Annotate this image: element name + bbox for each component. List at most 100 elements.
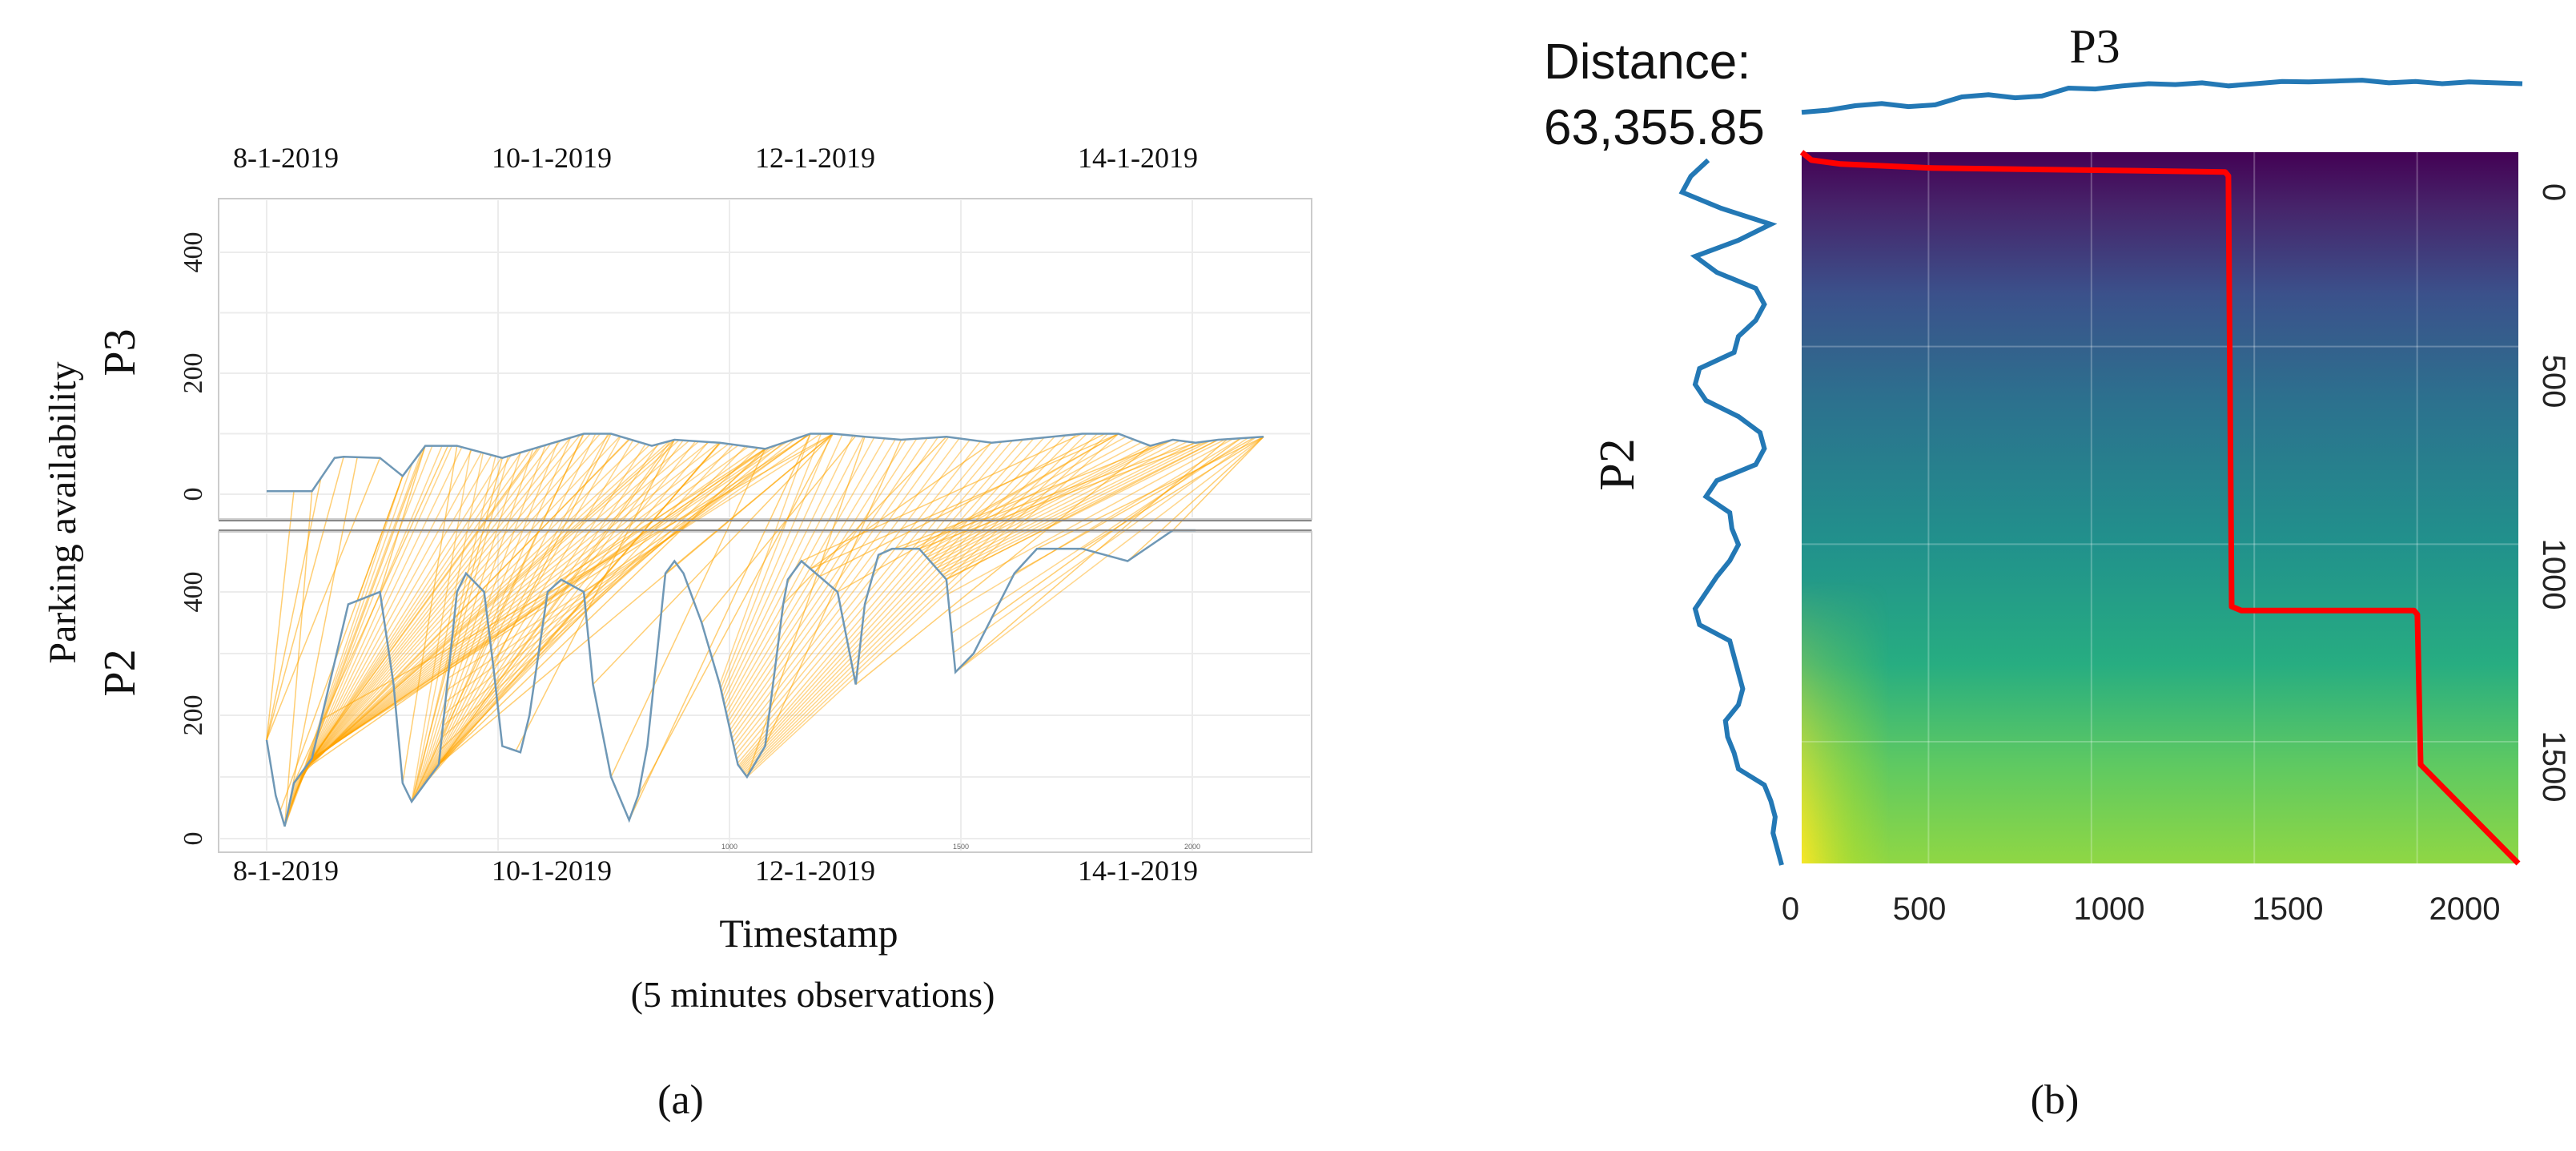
- warp-line: [741, 436, 1055, 770]
- warp-line: [310, 447, 769, 761]
- warp-line: [924, 441, 1142, 556]
- warp-line: [949, 437, 1241, 614]
- warp-line: [938, 442, 1196, 571]
- warp-line: [447, 433, 834, 679]
- top-date-tick: 14-1-2019: [1078, 142, 1198, 174]
- warp-line: [515, 439, 675, 751]
- warp-line: [311, 441, 789, 759]
- x-tick-label: 2000: [2429, 891, 2501, 927]
- distance-label: Distance:: [1544, 34, 1750, 90]
- y-tick-label: 400: [179, 232, 208, 273]
- warp-line: [291, 454, 512, 791]
- warp-line: [733, 439, 971, 747]
- warp-line: [1172, 436, 1264, 531]
- warp-line: [287, 445, 453, 811]
- cost-matrix-heatmap: [1802, 152, 2518, 863]
- warp-line: [293, 446, 540, 784]
- x-axis-sublabel: (5 minutes observations): [631, 974, 995, 1015]
- x-axis-label: Timestamp: [719, 911, 898, 956]
- y-tick-label: 0: [2536, 183, 2571, 201]
- warp-line: [440, 447, 759, 751]
- warp-line: [266, 457, 344, 740]
- warp-line: [299, 436, 621, 775]
- warp-line: [379, 445, 426, 593]
- x-tick-label: 1000: [2074, 891, 2145, 927]
- y-tick-label: 200: [179, 353, 208, 394]
- warp-line: [438, 445, 746, 763]
- warp-line: [720, 433, 822, 689]
- warp-line: [427, 440, 634, 780]
- warp-line: [934, 440, 1180, 567]
- warp-line: [637, 433, 834, 796]
- warp-line: [492, 433, 612, 666]
- warp-line: [297, 433, 591, 779]
- bottom-date-ticks: 8-1-2019 10-1-2019 12-1-2019 14-1-2019: [233, 855, 1198, 887]
- panel-a: 8-1-2019 10-1-2019 12-1-2019 14-1-2019 0…: [42, 142, 1312, 1123]
- p2-plot-frame: [218, 531, 1312, 853]
- warp-line: [721, 433, 833, 694]
- warp-line: [296, 434, 581, 779]
- warp-line: [901, 442, 1196, 549]
- warp-line: [290, 454, 492, 797]
- warp-line: [722, 435, 854, 702]
- warp-line: [411, 433, 585, 803]
- warp-line: [288, 446, 463, 807]
- warp-line: [928, 443, 1157, 561]
- warp-line: [415, 456, 509, 797]
- warp-line: [411, 457, 504, 802]
- warp-line: [431, 440, 672, 775]
- y-tick-label: 0: [179, 488, 208, 501]
- warp-line: [301, 445, 650, 773]
- heatmap-base: [1802, 152, 2518, 863]
- top-date-tick: 10-1-2019: [492, 142, 612, 174]
- bottom-date-tick: 10-1-2019: [492, 855, 612, 887]
- warp-line: [424, 433, 597, 785]
- warp-line: [402, 445, 458, 783]
- warp-line: [728, 438, 918, 726]
- p3-plot-frame: [218, 198, 1312, 520]
- warp-line: [746, 433, 1119, 778]
- warp-line: [289, 449, 472, 803]
- y-tick-label: 0: [179, 832, 208, 846]
- warp-line: [742, 433, 1077, 773]
- heatmap-gridlines: [1802, 152, 2518, 863]
- warp-line: [736, 441, 1003, 760]
- warp-line: [417, 449, 534, 794]
- warp-line: [1127, 436, 1264, 562]
- warp-line: [731, 437, 950, 739]
- warp-line: [308, 445, 749, 763]
- warp-line: [734, 441, 981, 751]
- warp-line: [309, 447, 759, 763]
- warp-line: [810, 433, 1119, 569]
- warp-line: [942, 440, 1211, 576]
- warp-line: [819, 433, 1106, 578]
- warp-line: [737, 439, 1024, 767]
- warp-line: [418, 445, 547, 792]
- warp-line: [561, 448, 766, 581]
- warp-line: [741, 435, 1067, 771]
- warp-line: [947, 438, 1234, 595]
- warp-line: [738, 438, 1035, 767]
- warp-line: [298, 433, 601, 777]
- warp-line: [810, 442, 992, 569]
- warp-line: [266, 457, 381, 741]
- top-date-tick: 8-1-2019: [233, 142, 339, 174]
- warping-path: [1799, 150, 2521, 866]
- warp-line: [1014, 437, 1256, 574]
- p3-gridlines: [220, 200, 1310, 517]
- y-tick-labels: 0 0 200 200 400 400: [179, 232, 208, 846]
- warp-line: [932, 439, 1172, 565]
- series-label-p2: P2: [95, 649, 145, 696]
- warp-line: [305, 441, 700, 768]
- panel-label-a: (a): [657, 1077, 704, 1123]
- warp-line: [356, 476, 404, 602]
- bottom-date-tick: 12-1-2019: [755, 855, 875, 887]
- warp-line: [307, 445, 739, 764]
- minor-x-ticks: 1000 1500 2000: [721, 843, 1200, 851]
- warp-line: [943, 439, 1219, 578]
- x-tick-label: 0: [1782, 891, 1799, 927]
- warp-line: [428, 443, 646, 779]
- warp-line: [311, 444, 778, 760]
- warp-line: [293, 449, 532, 784]
- warp-line: [420, 441, 559, 791]
